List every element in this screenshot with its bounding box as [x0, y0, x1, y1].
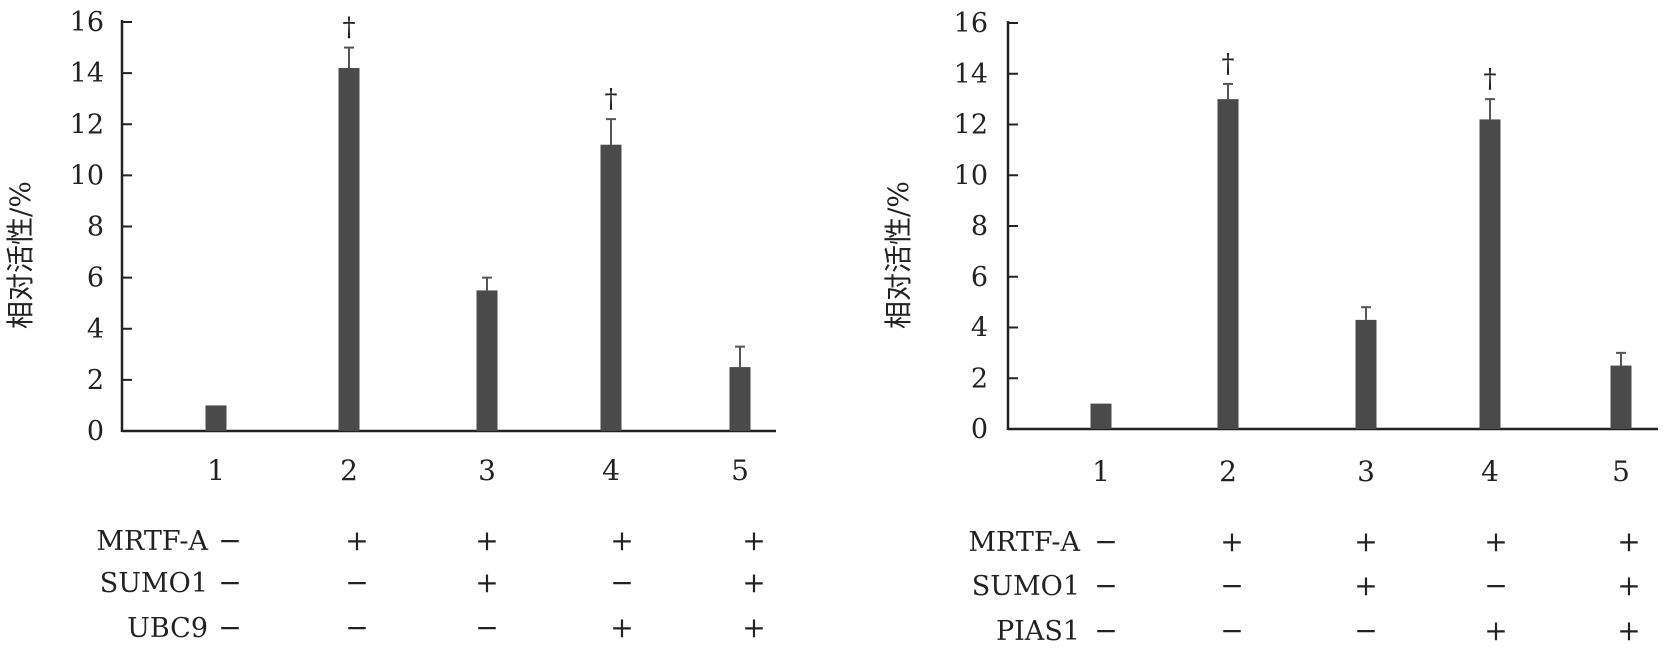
category-label: 3 [478, 454, 496, 487]
condition-sign: − [1094, 569, 1117, 602]
condition-name: SUMO1 [100, 568, 208, 599]
condition-sign: + [475, 524, 498, 557]
category-label: 2 [1219, 455, 1237, 488]
condition-sign: + [1354, 525, 1377, 558]
condition-sign: + [345, 524, 368, 557]
bar [600, 144, 622, 431]
condition-sign: − [1354, 614, 1377, 647]
category-label: 2 [340, 454, 358, 487]
condition-sign: + [610, 611, 633, 644]
y-tick-label: 14 [70, 58, 104, 89]
y-tick-label: 16 [954, 8, 988, 39]
y-tick-label: 16 [70, 7, 104, 38]
bar [1610, 365, 1632, 429]
condition-sign: + [742, 566, 765, 599]
condition-sign: − [218, 611, 241, 644]
bar [1217, 99, 1239, 429]
condition-sign: − [218, 524, 241, 557]
y-tick-label: 10 [70, 160, 104, 191]
category-label: 5 [731, 454, 749, 487]
condition-sign: − [218, 566, 241, 599]
bar [338, 68, 360, 431]
condition-sign: − [345, 566, 368, 599]
y-tick-label: 12 [70, 109, 104, 140]
y-axis-label: 相对活性/% [4, 181, 37, 329]
y-tick-label: 14 [954, 59, 988, 90]
y-tick-label: 12 [954, 110, 988, 141]
bar [476, 290, 498, 431]
condition-sign: + [742, 611, 765, 644]
category-label: 5 [1612, 455, 1630, 488]
y-tick-label: 8 [87, 212, 104, 243]
significance-mark: † [1484, 64, 1497, 94]
condition-sign: − [1094, 614, 1117, 647]
condition-sign: − [475, 611, 498, 644]
y-axis-label: 相对活性/% [882, 181, 915, 329]
condition-sign: − [1484, 569, 1507, 602]
condition-sign: − [610, 566, 633, 599]
condition-sign: − [1220, 569, 1243, 602]
condition-name: UBC9 [127, 613, 208, 644]
y-tick-label: 2 [87, 365, 104, 396]
y-tick-label: 6 [87, 263, 104, 294]
category-label: 4 [602, 454, 620, 487]
bar [205, 405, 227, 431]
condition-sign: − [345, 611, 368, 644]
category-label: 4 [1481, 455, 1499, 488]
condition-sign: + [1484, 525, 1507, 558]
significance-mark: † [1222, 49, 1235, 79]
condition-sign: + [1220, 525, 1243, 558]
bar [1090, 403, 1112, 429]
condition-sign: + [742, 524, 765, 557]
bar [1479, 119, 1501, 430]
y-tick-label: 6 [971, 262, 988, 293]
y-tick-label: 10 [954, 160, 988, 191]
condition-sign: + [1617, 569, 1640, 602]
condition-sign: + [1484, 614, 1507, 647]
category-label: 3 [1357, 455, 1375, 488]
y-tick-label: 0 [971, 414, 988, 445]
condition-name: MRTF-A [968, 527, 1080, 558]
significance-mark: † [605, 84, 618, 114]
category-label: 1 [207, 454, 225, 487]
y-tick-label: 4 [87, 314, 104, 345]
condition-sign: − [1094, 525, 1117, 558]
y-tick-label: 4 [971, 313, 988, 344]
y-tick-label: 8 [971, 211, 988, 242]
condition-sign: + [610, 524, 633, 557]
condition-sign: + [1617, 614, 1640, 647]
condition-sign: + [1354, 569, 1377, 602]
condition-sign: + [1617, 525, 1640, 558]
category-label: 1 [1092, 455, 1110, 488]
condition-name: SUMO1 [972, 571, 1080, 602]
condition-sign: + [475, 566, 498, 599]
bar [729, 367, 751, 431]
y-tick-label: 0 [87, 416, 104, 447]
condition-name: MRTF-A [96, 526, 208, 557]
condition-sign: − [1220, 614, 1243, 647]
condition-name: PIAS1 [996, 616, 1080, 647]
significance-mark: † [343, 13, 356, 43]
y-tick-label: 2 [971, 363, 988, 394]
bar [1355, 319, 1377, 429]
